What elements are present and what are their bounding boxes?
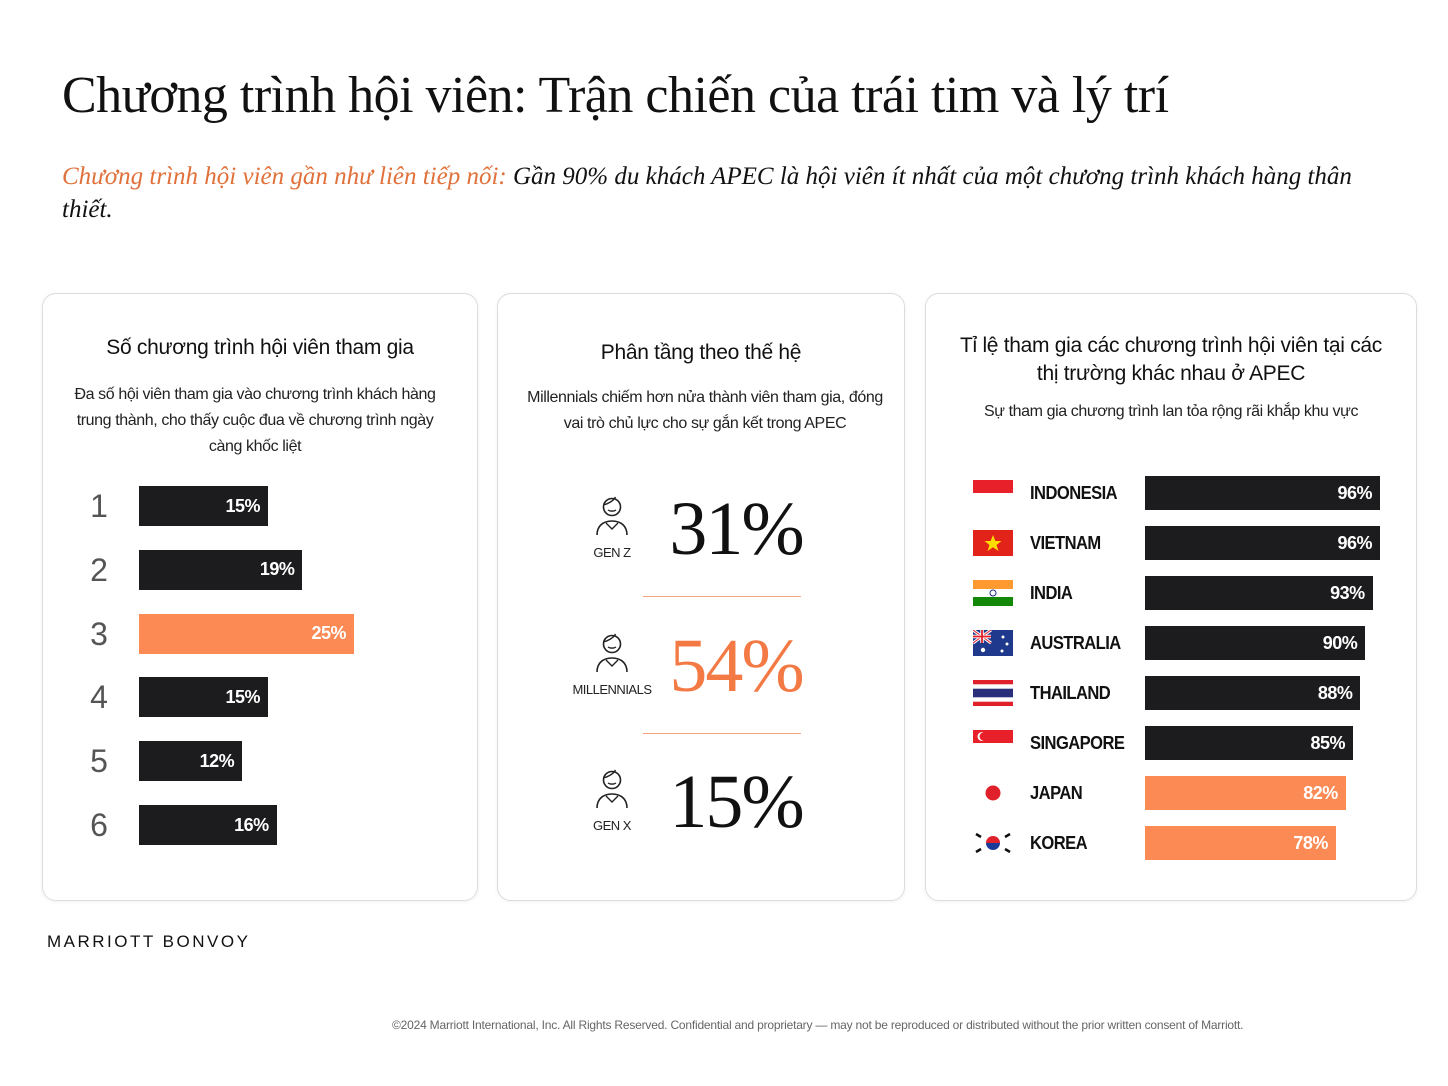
category-label: THAILAND bbox=[1030, 683, 1111, 703]
bar: 78% bbox=[1145, 826, 1336, 860]
panel-title: Tỉ lệ tham gia các chương trình hội viên… bbox=[960, 334, 1382, 385]
category-label: 6 bbox=[90, 807, 108, 843]
stat-value: 15% bbox=[669, 760, 804, 844]
subtitle-block: Chương trình hội viên gần như liên tiếp … bbox=[62, 160, 1382, 226]
value-label: 78% bbox=[1293, 832, 1328, 853]
separator bbox=[643, 733, 801, 734]
value-label: 88% bbox=[1317, 682, 1353, 703]
panel: Phân tầng theo thế hệ Millennials chiếm … bbox=[497, 293, 905, 901]
person-icon bbox=[592, 766, 632, 810]
stat-value: 31% bbox=[669, 487, 804, 571]
flag bbox=[973, 730, 1013, 756]
flag bbox=[973, 680, 1013, 706]
person-icon bbox=[592, 493, 632, 537]
category-label: KOREA bbox=[1030, 833, 1088, 853]
title: Chương trình hội viên: Trận chiến của tr… bbox=[62, 67, 1169, 124]
flag bbox=[973, 480, 1013, 506]
panel-subtitle: Millennials chiếm hơn nửa thành viên tha… bbox=[527, 389, 883, 432]
value-label: 90% bbox=[1322, 632, 1358, 653]
category-label: 1 bbox=[90, 488, 108, 524]
value-label: 93% bbox=[1330, 582, 1365, 603]
flag bbox=[973, 830, 1013, 856]
bar: 93% bbox=[1145, 576, 1373, 610]
subtitle-lead: Chương trình hội viên gần như liên tiếp … bbox=[62, 163, 507, 190]
bar: 96% bbox=[1145, 526, 1380, 560]
panel-title: Phân tầng theo thế hệ bbox=[600, 341, 802, 364]
bar: 15% bbox=[139, 677, 268, 718]
brand: MARRIOTT BONVOY bbox=[47, 932, 251, 951]
bar: 85% bbox=[1145, 726, 1354, 760]
flag-icon bbox=[973, 830, 1013, 856]
generation-label: GEN X bbox=[593, 818, 631, 833]
value-label: 85% bbox=[1310, 732, 1346, 753]
bar: 19% bbox=[139, 549, 303, 590]
panel-title: Số chương trình hội viên tham gia bbox=[106, 336, 414, 359]
separator bbox=[643, 596, 801, 597]
category-label: AUSTRALIA bbox=[1030, 633, 1121, 653]
subtitle: Gần 90% du khách APEC là hội viên ít nhấ… bbox=[62, 163, 1352, 223]
bar: 82% bbox=[1145, 776, 1346, 810]
category-label: 2 bbox=[90, 551, 108, 588]
panel-subtitle: Đa số hội viên tham gia vào chương trình… bbox=[74, 386, 436, 455]
value-label: 15% bbox=[225, 686, 260, 707]
stat-value: 54% bbox=[669, 623, 804, 708]
bar: 16% bbox=[139, 805, 277, 845]
value-label: 19% bbox=[259, 559, 295, 580]
flag-icon bbox=[973, 480, 1013, 506]
copyright: ©2024 Marriott International, Inc. All R… bbox=[392, 1018, 1244, 1032]
generation-label: GEN Z bbox=[593, 545, 631, 560]
flag bbox=[973, 780, 1013, 806]
panel-subtitle: Sự tham gia chương trình lan tỏa rộng rã… bbox=[983, 403, 1359, 420]
flag-icon bbox=[973, 580, 1013, 606]
flag-icon bbox=[972, 628, 1013, 656]
bar: 12% bbox=[139, 741, 243, 782]
value-label: 96% bbox=[1337, 482, 1372, 503]
value-label: 15% bbox=[225, 495, 260, 516]
value-label: 16% bbox=[234, 814, 269, 835]
value-label: 12% bbox=[199, 750, 235, 771]
value-label: 96% bbox=[1337, 532, 1372, 553]
category-label: 4 bbox=[90, 679, 108, 716]
category-label: JAPAN bbox=[1030, 783, 1083, 803]
flag-icon bbox=[973, 780, 1013, 806]
generation-label: MILLENNIALS bbox=[572, 681, 652, 697]
category-label: INDONESIA bbox=[1030, 483, 1118, 503]
category-label: 5 bbox=[90, 743, 108, 780]
category-label: SINGAPORE bbox=[1030, 733, 1125, 753]
bar: 88% bbox=[1145, 676, 1361, 710]
flag-icon bbox=[973, 680, 1013, 706]
panel: Tỉ lệ tham gia các chương trình hội viên… bbox=[925, 293, 1417, 901]
category-label: VIETNAM bbox=[1030, 533, 1101, 553]
bar: 90% bbox=[1145, 626, 1366, 660]
category-label: INDIA bbox=[1030, 583, 1073, 603]
flag-icon bbox=[973, 530, 1013, 556]
bar: 96% bbox=[1145, 476, 1380, 510]
flag bbox=[972, 628, 1013, 656]
value-label: 82% bbox=[1303, 782, 1338, 803]
flag bbox=[973, 530, 1013, 556]
flag-icon bbox=[973, 730, 1013, 756]
bar: 25% bbox=[139, 613, 354, 654]
value-label: 25% bbox=[311, 623, 346, 644]
panel: Số chương trình hội viên tham gia Đa số … bbox=[42, 293, 478, 901]
bar: 15% bbox=[139, 486, 268, 526]
category-label: 3 bbox=[90, 615, 108, 652]
person-icon bbox=[592, 630, 632, 674]
flag bbox=[973, 580, 1013, 606]
